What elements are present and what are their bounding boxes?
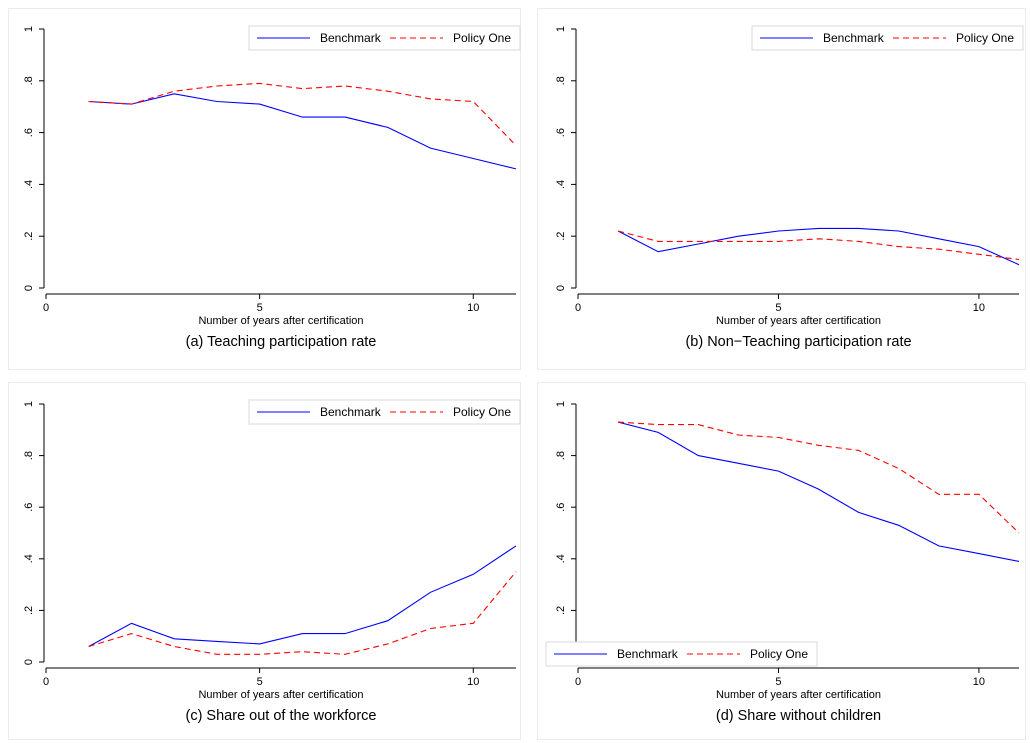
- legend: Benchmark Policy One: [248, 25, 521, 51]
- x-tick-label: 5: [257, 302, 263, 314]
- chart-panel-c: 0.2.4.6.8 1 0 5 10 Number of years after cert…: [8, 382, 521, 740]
- y-tick-label: 1: [23, 401, 35, 407]
- chart-caption: (b) Non−Teaching participation rate: [685, 334, 911, 350]
- y-tick-label: 0: [23, 285, 35, 291]
- chart-panel-a: 0.2.4.6.8 1 0 5 10 Number of years after cert…: [8, 8, 521, 370]
- x-tick-label: 5: [257, 676, 263, 688]
- x-tick-label: 10: [467, 302, 479, 314]
- y-tick-label: 1: [555, 401, 567, 407]
- legend: Benchmark Policy One: [248, 399, 521, 425]
- y-tick-label: .6: [23, 503, 35, 512]
- x-tick-label: 5: [775, 302, 781, 314]
- x-tick-label: 5: [775, 676, 781, 688]
- legend-label: Benchmark: [320, 31, 382, 45]
- legend-label: Policy One: [453, 31, 511, 45]
- y-tick-label: .4: [23, 554, 35, 563]
- y-tick-label: 0: [23, 659, 35, 665]
- legend-label: Benchmark: [617, 647, 679, 661]
- series-line-benchmark: [617, 421, 1020, 562]
- series-line-benchmark: [88, 545, 517, 647]
- series-line-benchmark: [88, 93, 517, 170]
- legend-label: Benchmark: [320, 405, 382, 419]
- y-tick-label: .8: [23, 76, 35, 85]
- y-tick-label: .8: [555, 451, 567, 460]
- y-tick-label: .6: [555, 503, 567, 512]
- series-line-policy-one: [88, 571, 517, 655]
- x-axis-title: Number of years after certification: [198, 689, 363, 701]
- x-axis-title: Number of years after certification: [716, 315, 881, 327]
- x-tick-label: 10: [467, 676, 479, 688]
- legend-label: Benchmark: [823, 31, 885, 45]
- y-tick-label: .4: [555, 180, 567, 189]
- x-axis-title: Number of years after certification: [716, 689, 881, 701]
- y-tick-label: .4: [555, 554, 567, 563]
- chart-caption: (a) Teaching participation rate: [186, 334, 377, 350]
- y-tick-label: 1: [23, 26, 35, 32]
- x-tick-label: 0: [575, 302, 581, 314]
- y-tick-label: .8: [23, 451, 35, 460]
- chart-caption: (c) Share out of the workforce: [186, 708, 377, 724]
- y-tick-label: .6: [23, 128, 35, 137]
- series-line-policy-one: [617, 230, 1020, 261]
- chart-caption: (d) Share without children: [716, 708, 881, 724]
- x-tick-label: 10: [973, 676, 985, 688]
- x-axis-title: Number of years after certification: [198, 315, 363, 327]
- series-line-policy-one: [618, 421, 1020, 534]
- series-line-benchmark: [617, 227, 1020, 266]
- legend-label: Policy One: [956, 31, 1014, 45]
- y-tick-label: 1: [555, 26, 567, 32]
- legend-label: Policy One: [453, 405, 511, 419]
- x-tick-label: 0: [575, 676, 581, 688]
- series-line-policy-one: [88, 82, 517, 146]
- legend: Benchmark Policy One: [545, 641, 818, 667]
- y-tick-label: .2: [555, 606, 567, 615]
- y-tick-label: 0: [555, 285, 567, 291]
- y-tick-label: .2: [23, 232, 35, 241]
- y-tick-label: .4: [23, 180, 35, 189]
- x-tick-label: 0: [43, 676, 49, 688]
- chart-panel-b: 0.2.4.6.8 1 0 5 10 Number of years after cert…: [537, 8, 1026, 370]
- x-tick-label: 10: [973, 302, 985, 314]
- legend: Benchmark Policy One: [751, 25, 1024, 51]
- y-tick-label: .2: [23, 606, 35, 615]
- y-tick-label: .2: [555, 232, 567, 241]
- y-tick-label: .8: [555, 76, 567, 85]
- y-tick-label: .6: [555, 128, 567, 137]
- x-tick-label: 0: [43, 302, 49, 314]
- legend-label: Policy One: [750, 647, 808, 661]
